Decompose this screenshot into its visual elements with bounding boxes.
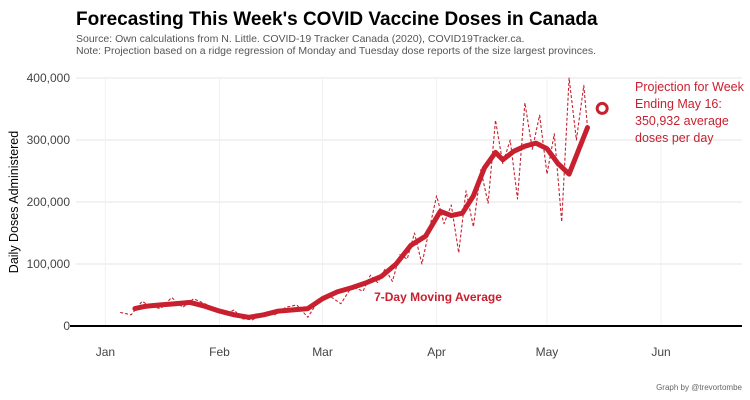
y-tick-label: 0: [63, 319, 70, 333]
graph-credit: Graph by @trevortombe: [656, 383, 742, 392]
y-tick-label: 300,000: [27, 133, 71, 147]
x-tick-label: Feb: [209, 345, 230, 359]
series-group: [120, 77, 590, 321]
projection-marker: [595, 101, 609, 115]
chart-subtitle-source: Source: Own calculations from N. Little.…: [76, 33, 524, 45]
y-axis-label: Daily Doses Administered: [7, 131, 21, 273]
x-tick-label: Mar: [312, 345, 333, 359]
y-axis-ticks: 0 100,000 200,000 300,000 400,000: [27, 71, 71, 333]
x-tick-label: Jun: [651, 345, 670, 359]
x-tick-label: Jan: [96, 345, 115, 359]
x-axis-ticks: Jan Feb Mar Apr May Jun: [96, 345, 671, 359]
projection-text-line: Projection for Week: [635, 80, 745, 94]
projection-text-line: doses per day: [635, 131, 714, 145]
gridlines: [70, 77, 742, 327]
y-tick-label: 100,000: [27, 257, 71, 271]
x-tick-label: Apr: [427, 345, 446, 359]
chart-title: Forecasting This Week's COVID Vaccine Do…: [76, 9, 598, 30]
chart-subtitle-note: Note: Projection based on a ridge regres…: [76, 45, 596, 57]
projection-text-line: Ending May 16:: [635, 97, 722, 111]
y-tick-label: 200,000: [27, 195, 71, 209]
daily-doses-line: [120, 77, 589, 321]
projection-group: [595, 101, 609, 115]
moving-average-line: [132, 125, 590, 320]
x-tick-label: May: [536, 345, 559, 359]
projection-annotation: Projection for Week Ending May 16: 350,932…: [635, 80, 745, 145]
projection-text-line: 350,932 average: [635, 114, 729, 128]
moving-average-label: 7-Day Moving Average: [374, 290, 502, 304]
y-tick-label: 400,000: [27, 71, 71, 85]
